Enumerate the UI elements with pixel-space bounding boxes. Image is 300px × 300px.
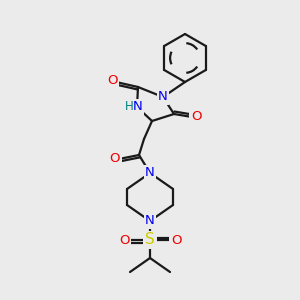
Text: O: O [119, 233, 129, 247]
Text: S: S [145, 232, 155, 247]
Text: H: H [124, 100, 134, 112]
Text: N: N [158, 91, 168, 103]
Text: O: O [171, 233, 181, 247]
Text: O: O [110, 152, 120, 164]
Text: O: O [191, 110, 201, 124]
Text: N: N [133, 100, 143, 113]
Text: N: N [145, 214, 155, 227]
Text: N: N [145, 167, 155, 179]
Text: O: O [107, 74, 117, 88]
